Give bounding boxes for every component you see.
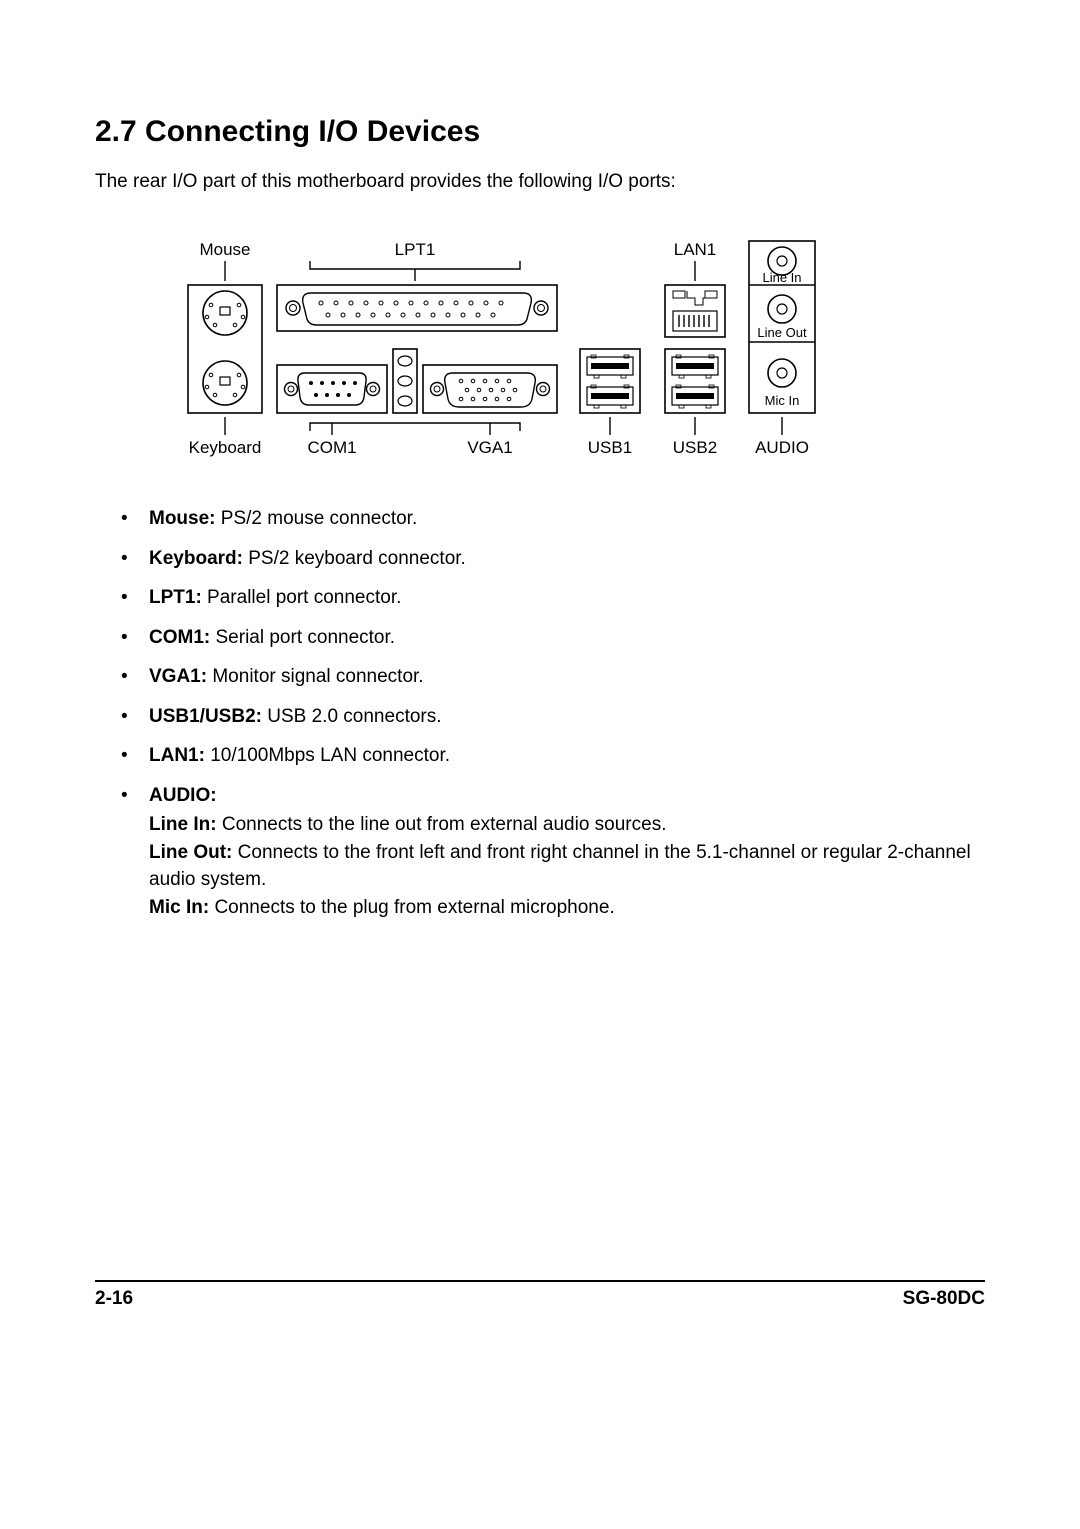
port-name: USB1/USB2: bbox=[149, 706, 262, 727]
page-footer: 2-16 SG-80DC bbox=[95, 1280, 985, 1310]
section-heading: 2.7 Connecting I/O Devices bbox=[95, 115, 985, 149]
audio-line-name: Line In: bbox=[149, 814, 217, 835]
page-number: 2-16 bbox=[95, 1288, 133, 1310]
port-desc: Monitor signal connector. bbox=[207, 666, 424, 687]
port-name: Keyboard: bbox=[149, 548, 243, 569]
list-item-audio: AUDIO: Line In: Connects to the line out… bbox=[121, 782, 985, 934]
port-desc: Serial port connector. bbox=[210, 627, 395, 648]
port-desc: PS/2 mouse connector. bbox=[216, 508, 418, 529]
ps2-block bbox=[188, 285, 262, 413]
mid-stack bbox=[393, 349, 417, 413]
lan1-port bbox=[665, 285, 725, 337]
usb2-port bbox=[665, 349, 725, 413]
label-mouse: Mouse bbox=[199, 240, 250, 259]
list-item: LPT1: Parallel port connector. bbox=[121, 584, 985, 624]
label-keyboard: Keyboard bbox=[189, 438, 262, 457]
audio-line-name: Line Out: bbox=[149, 842, 232, 863]
label-usb1: USB1 bbox=[588, 438, 632, 457]
port-desc: PS/2 keyboard connector. bbox=[243, 548, 466, 569]
list-item: USB1/USB2: USB 2.0 connectors. bbox=[121, 703, 985, 743]
port-desc: Parallel port connector. bbox=[202, 587, 402, 608]
audio-sub-block: Line In: Connects to the line out from e… bbox=[149, 811, 985, 921]
list-item: LAN1: 10/100Mbps LAN connector. bbox=[121, 742, 985, 782]
list-item: Keyboard: PS/2 keyboard connector. bbox=[121, 545, 985, 585]
usb1-port bbox=[580, 349, 640, 413]
label-usb2: USB2 bbox=[673, 438, 717, 457]
audio-heading: AUDIO: bbox=[149, 785, 217, 806]
audio-line-desc: Connects to the front left and front rig… bbox=[149, 842, 971, 891]
footer-rule bbox=[95, 1280, 985, 1282]
lpt1-port bbox=[277, 285, 557, 331]
port-desc: USB 2.0 connectors. bbox=[262, 706, 442, 727]
port-name: LPT1: bbox=[149, 587, 202, 608]
port-name: LAN1: bbox=[149, 745, 205, 766]
audio-line-desc: Connects to the plug from external micro… bbox=[209, 897, 615, 918]
audio-line-desc: Connects to the line out from external a… bbox=[217, 814, 667, 835]
list-item: Mouse: PS/2 mouse connector. bbox=[121, 505, 985, 545]
label-mic-in: Mic In bbox=[765, 393, 800, 408]
label-line-out: Line Out bbox=[757, 325, 807, 340]
label-lpt1: LPT1 bbox=[395, 240, 436, 259]
port-name: VGA1: bbox=[149, 666, 207, 687]
audio-line-name: Mic In: bbox=[149, 897, 209, 918]
audio-block: Line In Line Out Mic In bbox=[749, 241, 815, 413]
io-diagram: Mouse LPT1 LAN1 bbox=[135, 225, 905, 475]
list-item: COM1: Serial port connector. bbox=[121, 624, 985, 664]
port-name: COM1: bbox=[149, 627, 210, 648]
model-number: SG-80DC bbox=[903, 1288, 985, 1310]
label-audio: AUDIO bbox=[755, 438, 809, 457]
port-name: Mouse: bbox=[149, 508, 216, 529]
port-desc: 10/100Mbps LAN connector. bbox=[205, 745, 450, 766]
label-line-in: Line In bbox=[762, 270, 801, 285]
list-item: VGA1: Monitor signal connector. bbox=[121, 663, 985, 703]
label-com1: COM1 bbox=[307, 438, 356, 457]
port-list: Mouse: PS/2 mouse connector. Keyboard: P… bbox=[95, 505, 985, 934]
label-lan1: LAN1 bbox=[674, 240, 717, 259]
com1-port bbox=[277, 365, 387, 413]
label-vga1: VGA1 bbox=[467, 438, 512, 457]
intro-text: The rear I/O part of this motherboard pr… bbox=[95, 171, 985, 193]
vga1-port bbox=[423, 365, 557, 413]
